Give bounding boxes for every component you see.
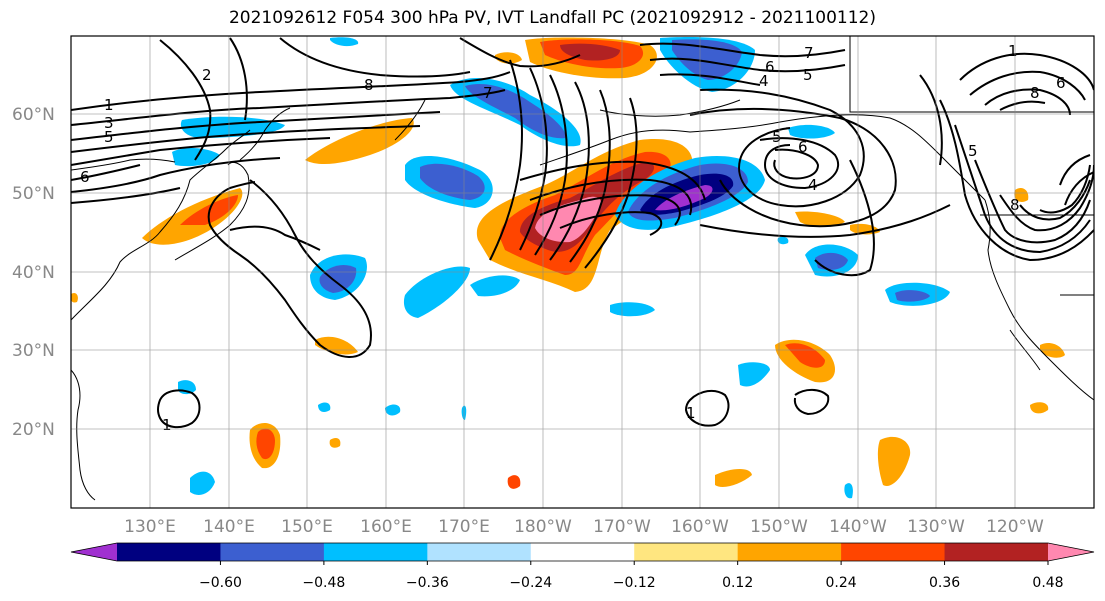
svg-text:5: 5 xyxy=(104,128,114,146)
svg-text:8: 8 xyxy=(364,76,374,94)
gridlines xyxy=(71,36,1094,508)
svg-text:1: 1 xyxy=(1008,42,1018,60)
colorbar-extend-low xyxy=(71,543,117,561)
lon-label: 140°W xyxy=(829,517,887,537)
lon-label: 130°W xyxy=(907,517,965,537)
colorbar-tick-label: 0.24 xyxy=(826,575,857,591)
lon-label: 120°W xyxy=(986,517,1044,537)
colorbar-tick-label: −0.60 xyxy=(199,575,242,591)
colorbar-segment xyxy=(634,543,739,561)
svg-text:7: 7 xyxy=(483,84,493,102)
svg-text:5: 5 xyxy=(803,66,813,84)
colorbar-tick-label: 0.12 xyxy=(722,575,753,591)
colorbar-extend-high xyxy=(1048,543,1094,561)
colorbar-segment xyxy=(841,543,946,561)
svg-text:1: 1 xyxy=(104,96,114,114)
lon-label: 160°W xyxy=(671,517,729,537)
lat-label: 40°N xyxy=(12,263,55,283)
colorbar-segment xyxy=(220,543,325,561)
lat-labels: 60°N 50°N 40°N 30°N 20°N xyxy=(12,105,55,440)
colorbar-segment xyxy=(530,543,635,561)
colorbar-segment xyxy=(117,543,221,561)
map-frame xyxy=(70,35,1095,509)
svg-text:4: 4 xyxy=(759,72,769,90)
svg-text:6: 6 xyxy=(80,168,90,186)
map-title: 2021092612 F054 300 hPa PV, IVT Landfall… xyxy=(228,8,876,28)
colorbar: −0.60 −0.48 −0.36 −0.24 −0.12 0.12 0.24 0.36 0.4… xyxy=(70,542,1095,591)
svg-text:5: 5 xyxy=(968,142,978,160)
colorbar-tick-label: 0.36 xyxy=(929,575,960,591)
colorbar-tick-label: −0.36 xyxy=(406,575,449,591)
svg-text:8: 8 xyxy=(1030,84,1040,102)
svg-text:2: 2 xyxy=(202,66,212,84)
svg-text:3: 3 xyxy=(104,114,114,132)
colorbar-tick-label: −0.12 xyxy=(613,575,656,591)
lon-label: 150°W xyxy=(750,517,808,537)
colorbar-segment xyxy=(427,543,532,561)
svg-text:6: 6 xyxy=(1056,74,1066,92)
svg-text:6: 6 xyxy=(798,138,808,156)
lon-label: 170°E xyxy=(438,517,490,537)
lat-label: 50°N xyxy=(12,184,55,204)
lon-label: 180°W xyxy=(514,517,572,537)
lat-label: 60°N xyxy=(12,105,55,125)
colorbar-segment xyxy=(944,543,1049,561)
svg-text:6: 6 xyxy=(765,58,775,76)
pv-shading xyxy=(71,37,1065,499)
svg-text:5: 5 xyxy=(772,128,782,146)
lon-labels: 130°E 140°E 150°E 160°E 170°E 180°W 170°… xyxy=(124,517,1044,537)
colorbar-tick-label: −0.24 xyxy=(509,575,552,591)
svg-text:1: 1 xyxy=(686,404,696,422)
lon-label: 130°E xyxy=(124,517,176,537)
colorbar-tick-label: −0.48 xyxy=(302,575,345,591)
svg-text:7: 7 xyxy=(804,44,814,62)
svg-text:1: 1 xyxy=(162,416,172,434)
svg-text:4: 4 xyxy=(808,176,818,194)
lon-label: 170°W xyxy=(593,517,651,537)
colorbar-segment xyxy=(737,543,842,561)
lat-label: 30°N xyxy=(12,341,55,361)
lon-label: 160°E xyxy=(360,517,412,537)
colorbar-tick-label: 0.48 xyxy=(1032,575,1063,591)
colorbar-segment xyxy=(323,543,428,561)
colorbar-outline xyxy=(70,542,1095,562)
lat-label: 20°N xyxy=(12,420,55,440)
lon-label: 150°E xyxy=(281,517,333,537)
lon-label: 140°E xyxy=(203,517,255,537)
